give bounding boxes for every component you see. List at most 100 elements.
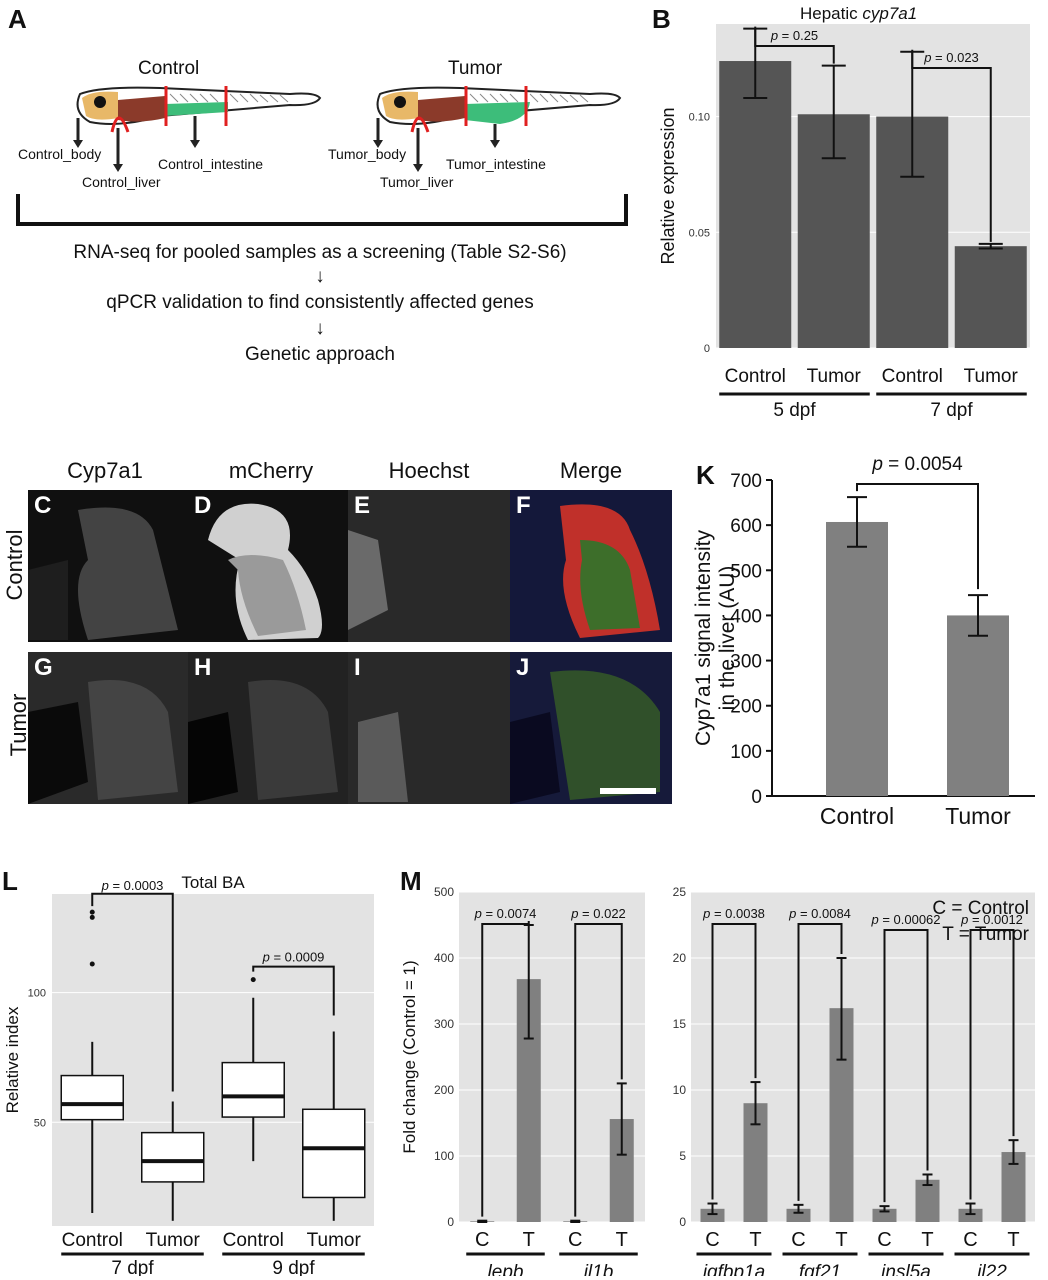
panel-letter-j: J (516, 654, 530, 681)
group-label: 7 dpf (111, 1258, 154, 1276)
group-label: 5 dpf (773, 400, 816, 421)
x-tick-label: Control (725, 366, 786, 387)
gene-label: igfbp1a (703, 1262, 765, 1276)
significance-bracket (911, 49, 992, 242)
micrograph-f: F (510, 490, 672, 642)
chart-title: Total BA (181, 873, 245, 892)
y-tick-label: 5 (679, 1149, 686, 1163)
y-tick-label: 100 (28, 988, 46, 1000)
label-control-body: Control_body (18, 146, 102, 162)
significance-bracket (91, 892, 174, 1092)
flow-step-qpcr: qPCR validation to find consistently aff… (106, 292, 534, 313)
y-tick-label: 0.05 (689, 227, 710, 239)
p-value-label: p = 0.0003 (101, 878, 164, 893)
y-tick-label: 0 (447, 1215, 454, 1229)
outlier-point (250, 977, 256, 983)
significance-bracket (969, 929, 1015, 1200)
micrograph-j: J (510, 652, 672, 804)
y-tick-label: 20 (673, 951, 687, 965)
x-tick-label: Tumor (807, 366, 862, 387)
y-axis-label-line2: in the liver (AU) (716, 566, 739, 711)
y-tick-label: 0 (704, 343, 710, 355)
micrograph-g: G (28, 652, 190, 804)
y-tick-label: 500 (434, 885, 454, 899)
y-tick-label: 700 (730, 471, 762, 492)
x-tick-label: Control (820, 803, 894, 829)
micrograph-h: H (188, 652, 350, 804)
y-tick-label: 100 (434, 1149, 454, 1163)
fish-schematic (73, 86, 622, 172)
flow-arrow-2: ↓ (315, 318, 325, 339)
micrograph-d: D (188, 490, 350, 642)
x-tick-label: Tumor (307, 1230, 362, 1251)
p-value-label: p = 0.25 (770, 28, 818, 43)
y-tick-label: 300 (434, 1017, 454, 1031)
panel-letter-d: D (194, 492, 212, 519)
gene-label: fgf21 (799, 1262, 841, 1276)
x-tick-label: Tumor (964, 366, 1019, 387)
col-header-merge: Merge (559, 458, 623, 483)
y-tick-label: 15 (673, 1017, 687, 1031)
y-tick-label: 200 (434, 1083, 454, 1097)
flow-step-genetic: Genetic approach (245, 344, 395, 365)
chart-m-left: 0 100 200 300 400 500 Fold change (Control = 1… (400, 885, 645, 1276)
p-value-label: p = 0.022 (570, 906, 626, 921)
x-tick-label: T (749, 1229, 761, 1251)
legend-tumor: T = Tumor (942, 924, 1029, 945)
y-tick-label: 50 (34, 1117, 46, 1129)
y-tick-label: 600 (730, 516, 762, 537)
panel-letter-g: G (34, 654, 53, 681)
gene-label: il22 (977, 1262, 1007, 1276)
p-value-label: p = 0.0012 (960, 912, 1023, 927)
x-tick-label: T (921, 1229, 933, 1251)
p-value-label: p = 0.023 (923, 50, 979, 65)
bar (872, 1208, 897, 1222)
chart-b: 0 0.05 0.10 Relative expression Control Tumor… (658, 24, 1030, 421)
outlier-point (89, 909, 95, 915)
significance-bracket (574, 923, 623, 1217)
y-tick-label: 0 (679, 1215, 686, 1229)
group-label: 7 dpf (930, 400, 973, 421)
x-tick-label: Control (882, 366, 943, 387)
y-tick-label: 0.10 (689, 112, 710, 124)
label-control-intestine: Control_intestine (158, 156, 264, 172)
gene-label: il1b (584, 1262, 614, 1276)
y-tick-label: 10 (673, 1083, 687, 1097)
outlier-point (89, 961, 95, 967)
panel-label-a: A (8, 4, 27, 34)
panel-letter-i: I (354, 654, 361, 681)
x-tick-label: Tumor (945, 803, 1011, 829)
legend-control: C = Control (932, 898, 1029, 919)
y-tick-label: 200 (730, 697, 762, 718)
box (302, 1108, 366, 1199)
panel-letter-f: F (516, 492, 531, 519)
y-tick-label: 300 (730, 652, 762, 673)
gene-label: insl5a (881, 1262, 931, 1276)
col-header-hoechst: Hoechst (388, 458, 470, 483)
tumor-fish-drawing (373, 86, 622, 172)
y-axis-label-line1: Cyp7a1 signal intensity (692, 530, 715, 746)
p-value-label: p = 0.0054 (871, 454, 963, 475)
y-axis-label: Fold change (Control = 1) (400, 960, 419, 1153)
x-tick-label: C (963, 1229, 977, 1251)
bar (700, 1208, 725, 1222)
micrograph-i: I (348, 652, 510, 804)
box (221, 1061, 285, 1118)
x-tick-label: C (877, 1229, 891, 1251)
y-tick-label: 0 (751, 787, 762, 808)
row-header-control: Control (2, 529, 27, 601)
box (60, 1074, 124, 1121)
panel-label-m: M (400, 866, 422, 896)
bar (958, 1208, 983, 1222)
x-tick-label: T (523, 1229, 535, 1251)
bar (947, 615, 1009, 796)
panel-letter-e: E (354, 492, 371, 519)
y-tick-label: 400 (434, 951, 454, 965)
label-control-liver: Control_liver (82, 174, 161, 190)
chart-l: 50 100 Total BA Relative index Control Tumor C… (3, 873, 374, 1276)
bar (915, 1179, 940, 1222)
x-tick-label: T (835, 1229, 847, 1251)
chart-b-title: Hepatic cyp7a1 (800, 4, 918, 23)
group-label: 9 dpf (272, 1258, 315, 1276)
